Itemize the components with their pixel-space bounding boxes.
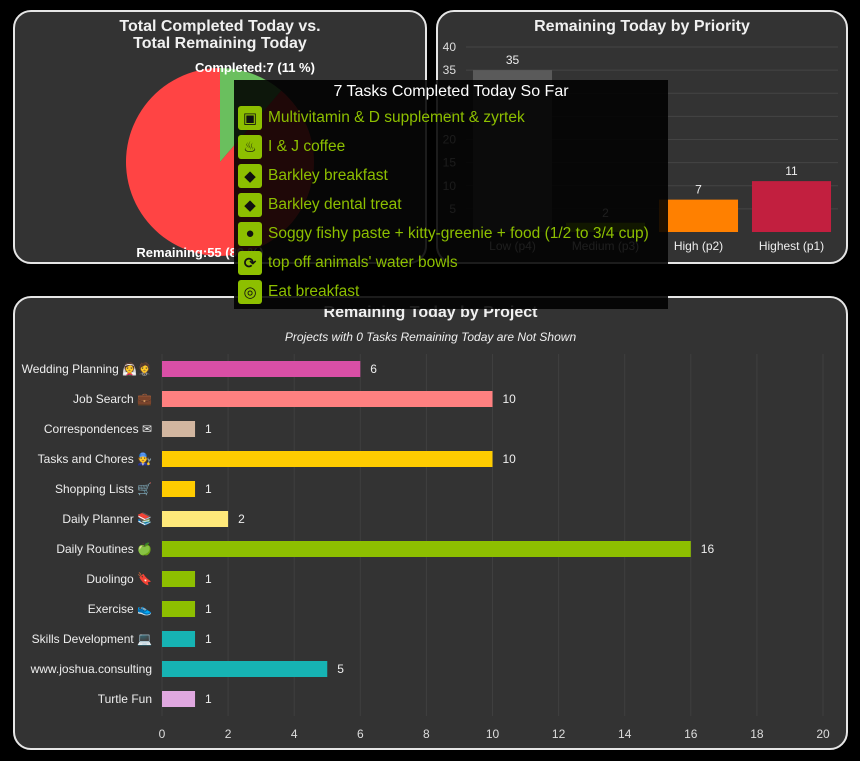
- dog-icon: ◆: [238, 163, 262, 188]
- project-bar[interactable]: [162, 361, 361, 377]
- project-category-label: Wedding Planning 👰🤵: [22, 361, 152, 376]
- project-x-tick: 16: [684, 727, 698, 741]
- project-bar[interactable]: [162, 571, 196, 587]
- priority-x-tick: High (p2): [674, 239, 723, 253]
- tooltip-item: ♨ I & J coffee: [238, 132, 664, 161]
- project-category-label: Skills Development 💻: [32, 632, 152, 646]
- priority-title: Remaining Today by Priority: [534, 18, 750, 35]
- project-value-label: 1: [205, 572, 212, 586]
- project-bar[interactable]: [162, 661, 328, 677]
- project-bar[interactable]: [162, 541, 691, 557]
- pie-remaining-label: Remaining:55 (89 %): [136, 245, 263, 260]
- project-category-label: www.joshua.consulting: [30, 662, 152, 676]
- tooltip-item: ◆ Barkley breakfast: [238, 161, 664, 190]
- tooltip-item: ▣ Multivitamin & D supplement & zyrtek: [238, 103, 664, 132]
- pie-title-line1: Total Completed Today vs.: [119, 18, 321, 35]
- project-value-label: 5: [337, 662, 344, 676]
- project-category-label: Exercise 👟: [88, 602, 152, 616]
- dog-icon: ◆: [238, 192, 262, 217]
- priority-y-tick: 40: [443, 40, 457, 54]
- coffee-press-icon: ♨: [238, 134, 262, 159]
- project-category-label: Tasks and Chores 🧑‍🔧: [38, 452, 152, 466]
- tooltip-item: ⟳ top off animals' water bowls: [238, 248, 664, 277]
- tooltip-item-label: Soggy fishy paste + kitty-greenie + food…: [268, 224, 649, 242]
- priority-x-tick: Highest (p1): [759, 239, 824, 253]
- project-value-label: 1: [205, 422, 212, 436]
- tooltip-item: ● Soggy fishy paste + kitty-greenie + foo…: [238, 219, 664, 248]
- priority-y-tick: 35: [443, 63, 457, 77]
- project-category-label: Job Search 💼: [73, 392, 152, 406]
- tooltip-item-label: I & J coffee: [268, 137, 346, 155]
- project-category-label: Correspondences ✉: [44, 422, 152, 436]
- project-x-tick: 2: [225, 727, 232, 741]
- priority-bar[interactable]: [658, 199, 739, 232]
- project-value-label: 16: [701, 542, 715, 556]
- project-bar[interactable]: [162, 691, 196, 707]
- tooltip-list: ▣ Multivitamin & D supplement & zyrtek ♨ I …: [238, 103, 664, 306]
- project-bar[interactable]: [162, 481, 196, 497]
- project-bar[interactable]: [162, 451, 493, 467]
- project-bar[interactable]: [162, 631, 196, 647]
- pie-title-line2: Total Remaining Today: [133, 35, 307, 52]
- project-bar[interactable]: [162, 421, 196, 437]
- repeat-arrows-icon: ⟳: [238, 250, 262, 275]
- plate-icon: ◎: [238, 279, 262, 304]
- completed-tasks-tooltip: 7 Tasks Completed Today So Far ▣ Multivit…: [234, 80, 668, 309]
- project-category-label: Turtle Fun: [98, 692, 152, 706]
- pie-completed-label: Completed:7 (11 %): [195, 60, 315, 75]
- priority-value-label: 35: [506, 53, 520, 67]
- project-x-tick: 10: [486, 727, 500, 741]
- project-category-label: Daily Routines 🍏: [56, 542, 152, 556]
- project-x-tick: 18: [750, 727, 764, 741]
- project-value-label: 1: [205, 602, 212, 616]
- project-category-label: Duolingo 🔖: [86, 572, 152, 586]
- project-category-label: Daily Planner 📚: [62, 512, 152, 526]
- tooltip-item-label: Multivitamin & D supplement & zyrtek: [268, 108, 525, 126]
- project-x-tick: 0: [159, 727, 166, 741]
- priority-value-label: 11: [785, 164, 798, 178]
- project-bar[interactable]: [162, 511, 229, 527]
- tooltip-item-label: Barkley dental treat: [268, 195, 402, 213]
- project-bar[interactable]: [162, 601, 196, 617]
- tooltip-item: ◎ Eat breakfast: [238, 277, 664, 306]
- tooltip-item-label: Eat breakfast: [268, 282, 360, 300]
- project-value-label: 1: [205, 692, 212, 706]
- project-subtitle: Projects with 0 Tasks Remaining Today ar…: [284, 330, 577, 344]
- project-x-tick: 4: [291, 727, 298, 741]
- project-value-label: 1: [205, 482, 212, 496]
- project-x-tick: 14: [618, 727, 632, 741]
- project-x-tick: 8: [423, 727, 430, 741]
- project-value-label: 10: [503, 392, 517, 406]
- project-value-label: 6: [370, 362, 377, 376]
- project-value-label: 1: [205, 632, 212, 646]
- project-x-tick: 12: [552, 727, 566, 741]
- priority-bar[interactable]: [751, 181, 832, 232]
- pill-bottle-icon: ▣: [238, 105, 262, 130]
- project-category-label: Shopping Lists 🛒: [55, 482, 152, 496]
- project-bar[interactable]: [162, 391, 493, 407]
- project-value-label: 10: [503, 452, 517, 466]
- project-value-label: 2: [238, 512, 245, 526]
- project-panel: Remaining Today by Project Projects with…: [13, 296, 848, 750]
- tooltip-item-label: top off animals' water bowls: [268, 253, 458, 271]
- project-x-tick: 20: [816, 727, 830, 741]
- tooltip-item: ◆ Barkley dental treat: [238, 190, 664, 219]
- priority-value-label: 7: [695, 183, 702, 197]
- cat-icon: ●: [238, 221, 262, 246]
- tooltip-item-label: Barkley breakfast: [268, 166, 388, 184]
- project-x-tick: 6: [357, 727, 364, 741]
- tooltip-title: 7 Tasks Completed Today So Far: [333, 83, 569, 100]
